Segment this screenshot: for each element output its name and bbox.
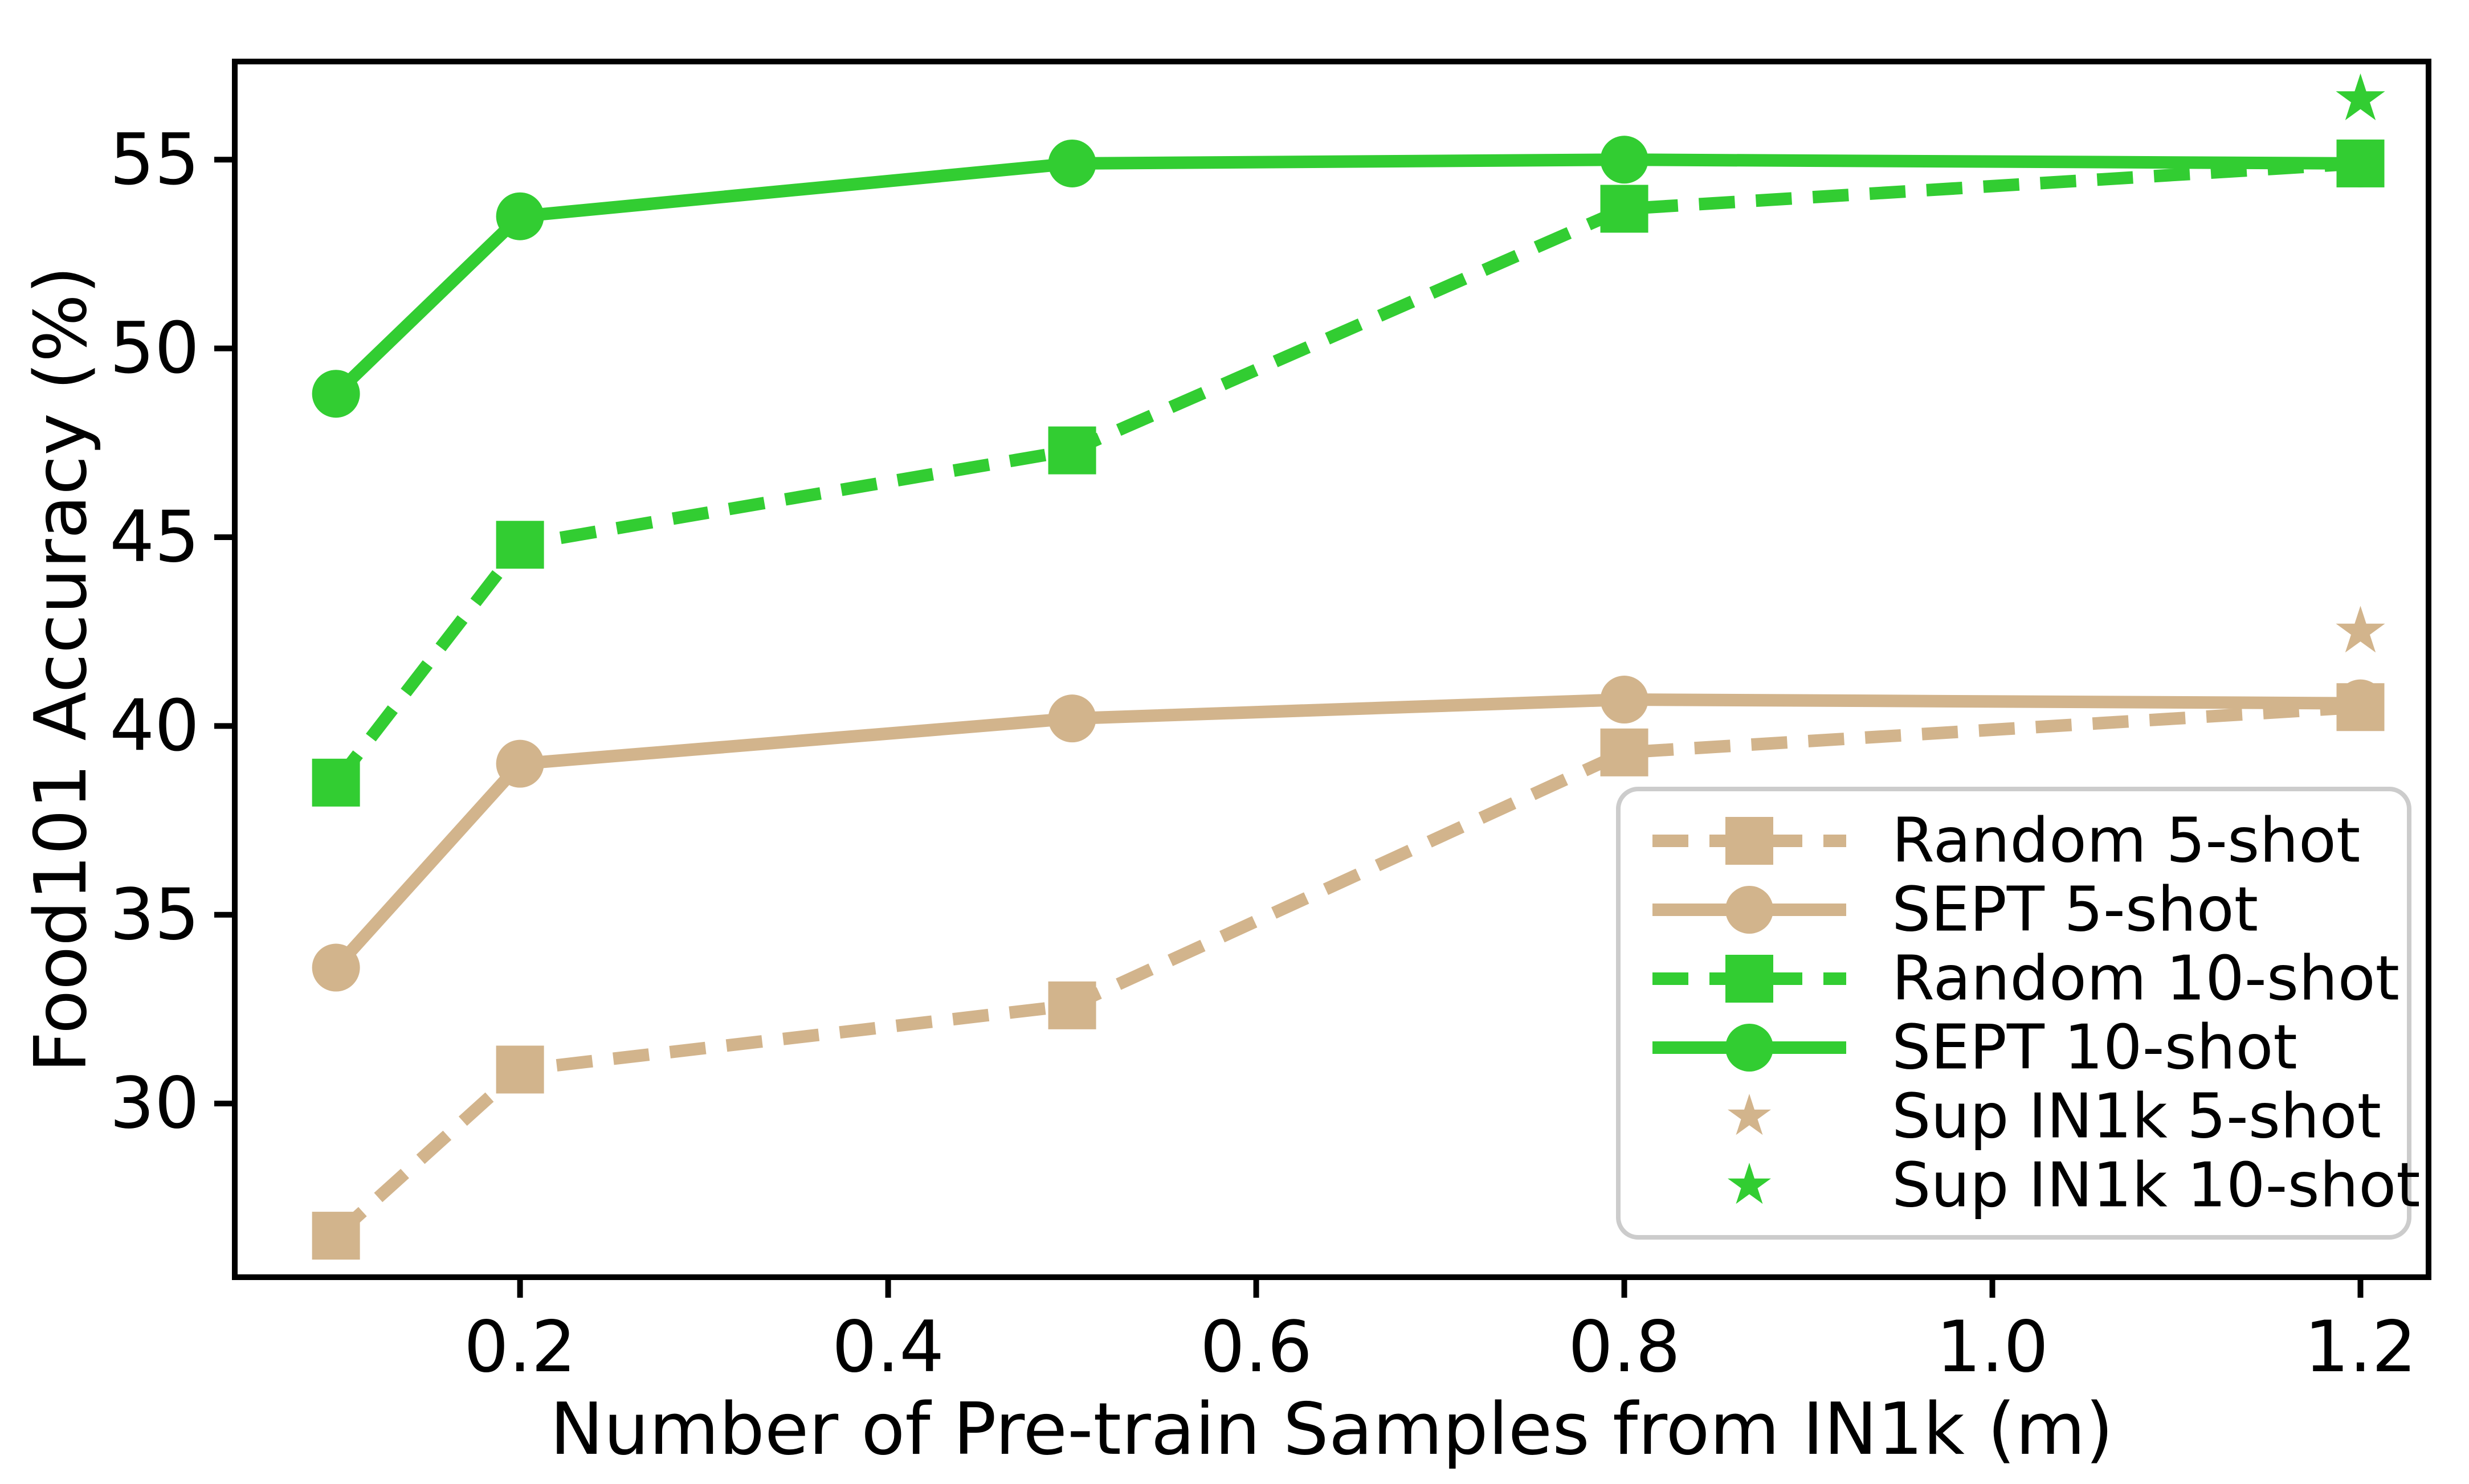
x-tick-label: 1.0 (1936, 1306, 2048, 1388)
y-tick-label: 50 (109, 308, 199, 390)
y-axis-label: Food101 Accuracy (%) (19, 266, 103, 1073)
legend-circle-marker (1725, 1024, 1773, 1072)
point-sup-in1k-10-shot (2336, 73, 2385, 120)
series-line-sept-10-shot (331, 153, 2361, 399)
circle-marker-sept-5-shot (1600, 676, 1648, 724)
legend-item-sept-5-shot: SEPT 5-shot (1652, 874, 2258, 946)
legend-box (1616, 787, 2411, 1240)
legend-label: Sup IN1k 5-shot (1892, 1081, 2381, 1152)
legend-item-sept-10-shot: SEPT 10-shot (1652, 1012, 2297, 1084)
y-tick-label: 45 (109, 496, 199, 578)
x-tick-label: 0.4 (832, 1306, 944, 1388)
legend-item-sup-in1k-5-shot: Sup IN1k 5-shot (1728, 1081, 2381, 1152)
legend-label: SEPT 10-shot (1892, 1012, 2297, 1084)
legend-label: SEPT 5-shot (1892, 874, 2258, 946)
circle-marker-sept-10-shot (1600, 136, 1648, 184)
square-marker-random-10-shot (496, 521, 544, 569)
square-marker-random-5-shot (1600, 728, 1648, 776)
legend-circle-marker (1725, 886, 1773, 934)
point-sup-in1k-5-shot (2336, 606, 2385, 653)
legend-item-sup-in1k-10-shot: Sup IN1k 10-shot (1728, 1150, 2421, 1221)
x-tick-label: 0.2 (464, 1306, 576, 1388)
series-random-5-shot (312, 683, 2385, 1260)
circle-marker-sept-5-shot (496, 739, 544, 788)
square-marker-random-5-shot (312, 1212, 360, 1260)
star-marker-sup-in1k-5-shot (2336, 606, 2385, 653)
series-line-random-10-shot (330, 157, 2361, 787)
legend-square-marker (1725, 817, 1773, 865)
y-tick-label: 40 (109, 685, 199, 767)
square-marker-random-10-shot (1600, 185, 1648, 233)
series-random-10-shot (312, 139, 2385, 807)
legend-item-random-5-shot: Random 5-shot (1652, 806, 2360, 877)
legend-square-marker (1725, 955, 1773, 1003)
y-tick-label: 55 (109, 118, 199, 201)
square-marker-random-10-shot (2336, 139, 2385, 187)
y-tick-label: 30 (109, 1062, 199, 1144)
x-tick-label: 1.2 (2304, 1306, 2417, 1388)
plot-border (232, 59, 2431, 1280)
legend-label: Sup IN1k 10-shot (1892, 1150, 2421, 1221)
legend-star-marker (1728, 1094, 1771, 1135)
legend-label: Random 5-shot (1892, 806, 2360, 877)
square-marker-random-5-shot (1048, 981, 1096, 1029)
square-marker-random-5-shot (496, 1045, 544, 1094)
y-tick-label: 35 (109, 874, 199, 956)
circle-marker-sept-10-shot (496, 192, 544, 240)
x-tick-label: 0.8 (1568, 1306, 1680, 1388)
circle-marker-sept-5-shot (1048, 694, 1096, 743)
x-tick-label: 0.6 (1200, 1306, 1312, 1388)
circle-marker-sept-10-shot (1048, 139, 1096, 187)
legend-star-marker (1728, 1163, 1771, 1204)
x-axis-label: Number of Pre-train Samples from IN1k (m… (550, 1387, 2113, 1471)
series-layer (312, 73, 2385, 1260)
axes-layer: 0.2 0.4 0.6 0.8 1.0 1.2 30 35 40 45 50 55 (109, 59, 2431, 1388)
legend-item-random-10-shot: Random 10-shot (1652, 943, 2399, 1015)
legend-label: Random 10-shot (1892, 943, 2399, 1015)
square-marker-random-10-shot (312, 758, 360, 807)
circle-marker-sept-5-shot (312, 943, 360, 992)
star-marker-sup-in1k-10-shot (2336, 73, 2385, 120)
circle-marker-sept-10-shot (312, 370, 360, 418)
square-marker-random-5-shot (2336, 683, 2385, 731)
square-marker-random-10-shot (1048, 426, 1096, 475)
